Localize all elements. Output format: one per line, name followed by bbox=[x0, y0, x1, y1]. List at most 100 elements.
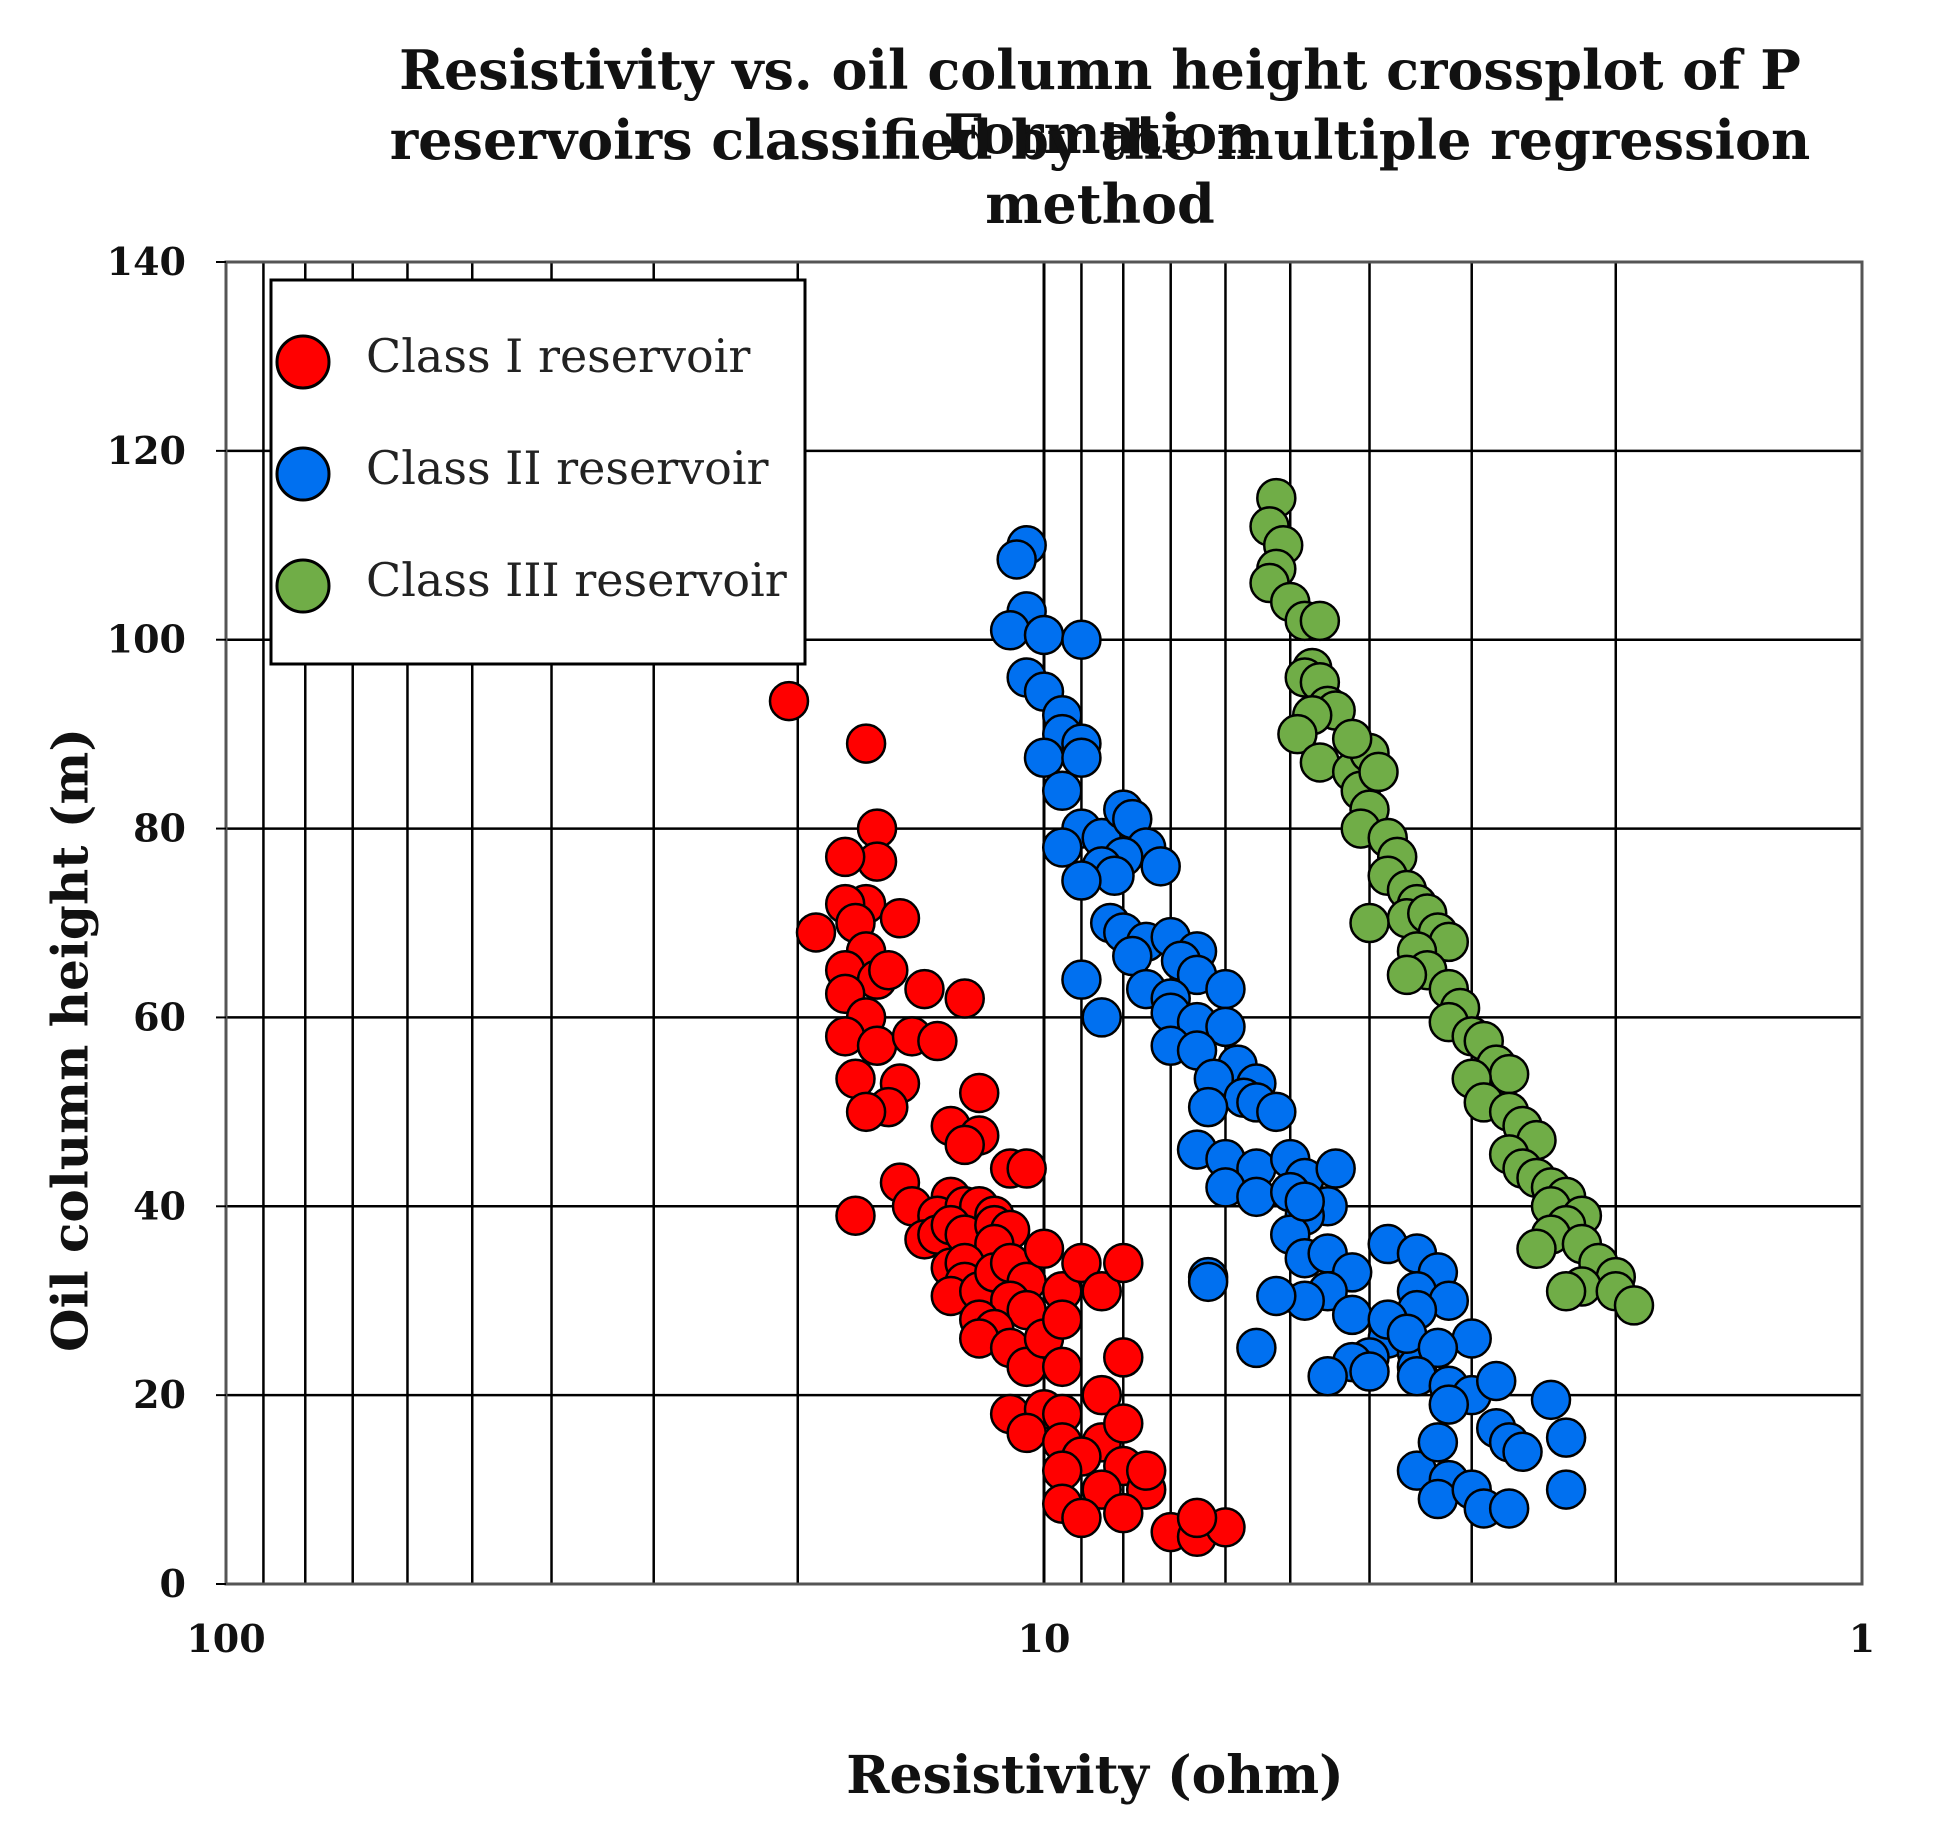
legend-label: Class II reservoir bbox=[366, 441, 769, 495]
data-point bbox=[989, 610, 1031, 651]
data-point bbox=[856, 1025, 898, 1067]
data-point bbox=[1256, 1091, 1297, 1133]
data-point bbox=[768, 680, 810, 722]
data-point bbox=[1023, 614, 1065, 656]
data-point bbox=[1331, 718, 1373, 760]
series-2 bbox=[989, 525, 1587, 1529]
data-point bbox=[1041, 1346, 1083, 1388]
y-tick-label: 100 bbox=[107, 617, 186, 662]
data-point bbox=[845, 723, 887, 764]
data-point bbox=[904, 968, 945, 1010]
data-point bbox=[1094, 855, 1135, 897]
y-tick-label: 40 bbox=[133, 1183, 186, 1228]
data-point bbox=[1081, 1374, 1122, 1416]
plot-frame bbox=[224, 260, 1864, 1586]
data-point bbox=[1081, 1271, 1122, 1312]
data-point bbox=[1205, 1006, 1246, 1048]
data-point bbox=[1006, 1412, 1047, 1454]
chart-title-line-2: reservoirs classified by the multiple re… bbox=[389, 108, 1811, 236]
legend-box bbox=[269, 278, 807, 666]
data-point bbox=[1349, 902, 1390, 944]
data-point bbox=[1307, 1356, 1348, 1397]
x-tick-label: 10 bbox=[1018, 1616, 1071, 1661]
data-point bbox=[1061, 737, 1102, 778]
data-point bbox=[1041, 1299, 1083, 1340]
data-point bbox=[824, 836, 866, 878]
legend-marker bbox=[275, 334, 331, 390]
data-point bbox=[1417, 1327, 1459, 1369]
data-point bbox=[944, 1124, 985, 1166]
data-point bbox=[868, 949, 909, 991]
data-point bbox=[1417, 1422, 1459, 1463]
legend-label: Class I reservoir bbox=[366, 329, 750, 383]
data-point bbox=[917, 1020, 958, 1062]
data-point bbox=[1428, 1384, 1470, 1425]
data-point bbox=[1331, 1294, 1373, 1336]
data-point bbox=[1530, 1379, 1572, 1421]
data-point bbox=[795, 912, 837, 953]
data-point bbox=[1236, 1176, 1277, 1218]
data-point bbox=[1545, 1271, 1587, 1312]
data-point bbox=[1103, 1242, 1144, 1284]
y-tick-label: 20 bbox=[133, 1372, 186, 1417]
series-3 bbox=[1249, 477, 1655, 1326]
data-point bbox=[1516, 1228, 1557, 1270]
data-point bbox=[1041, 770, 1083, 812]
y-tick-label: 120 bbox=[107, 428, 186, 473]
data-point bbox=[1545, 1469, 1587, 1510]
data-point bbox=[1187, 1261, 1229, 1303]
y-tick-label: 140 bbox=[107, 239, 186, 284]
data-point bbox=[879, 898, 921, 939]
y-tick-label: 0 bbox=[160, 1561, 186, 1606]
data-point bbox=[1256, 1275, 1297, 1317]
data-point bbox=[1006, 1148, 1047, 1189]
data-point bbox=[1488, 1488, 1530, 1529]
data-point bbox=[1277, 713, 1318, 755]
data-point bbox=[1061, 619, 1102, 660]
legend: Class I reservoir Class II reservoir Class… bbox=[269, 278, 807, 666]
data-point bbox=[1315, 1148, 1356, 1189]
y-tick-label: 80 bbox=[133, 806, 186, 851]
data-point bbox=[1176, 1497, 1218, 1539]
x-tick-label: 100 bbox=[186, 1616, 265, 1661]
legend-marker bbox=[275, 558, 331, 614]
data-point bbox=[835, 1195, 876, 1236]
data-point bbox=[1205, 968, 1246, 1010]
data-point bbox=[1103, 1492, 1144, 1534]
series-1 bbox=[768, 680, 1246, 1558]
data-point bbox=[1061, 959, 1102, 1000]
data-point bbox=[1187, 1086, 1229, 1128]
data-point bbox=[1140, 846, 1181, 887]
data-point bbox=[958, 1072, 1000, 1114]
data-point bbox=[1299, 600, 1341, 642]
legend-label: Class III reservoir bbox=[366, 553, 787, 607]
tick-labels: 0 20 40 60 80 100 120 140 100 10 1 bbox=[107, 239, 1876, 1661]
data-point bbox=[1103, 1403, 1144, 1444]
data-point bbox=[1451, 1318, 1492, 1359]
data-point bbox=[1041, 827, 1083, 868]
data-point bbox=[1386, 954, 1428, 996]
data-point bbox=[1349, 1351, 1390, 1392]
data-points bbox=[768, 477, 1655, 1558]
data-point bbox=[1103, 1337, 1144, 1378]
data-point bbox=[1358, 751, 1399, 793]
x-tick-label: 1 bbox=[1849, 1616, 1875, 1661]
data-point bbox=[1061, 860, 1102, 901]
data-point bbox=[996, 539, 1037, 580]
x-axis-label: Resistivity (ohm) bbox=[846, 1745, 1344, 1806]
data-point bbox=[1284, 1181, 1325, 1222]
data-point bbox=[1236, 1327, 1277, 1369]
data-point bbox=[1081, 997, 1122, 1038]
data-point bbox=[1023, 1228, 1065, 1270]
data-point bbox=[1475, 1360, 1517, 1402]
data-point bbox=[845, 1091, 887, 1133]
legend-marker bbox=[275, 446, 331, 502]
data-point bbox=[1061, 1497, 1102, 1539]
data-point bbox=[944, 978, 985, 1019]
data-point bbox=[1125, 1450, 1167, 1491]
chart-title-line-1: Resistivity vs. oil column height crossp… bbox=[399, 38, 1801, 166]
data-point bbox=[1613, 1285, 1655, 1326]
data-point bbox=[1502, 1431, 1543, 1473]
